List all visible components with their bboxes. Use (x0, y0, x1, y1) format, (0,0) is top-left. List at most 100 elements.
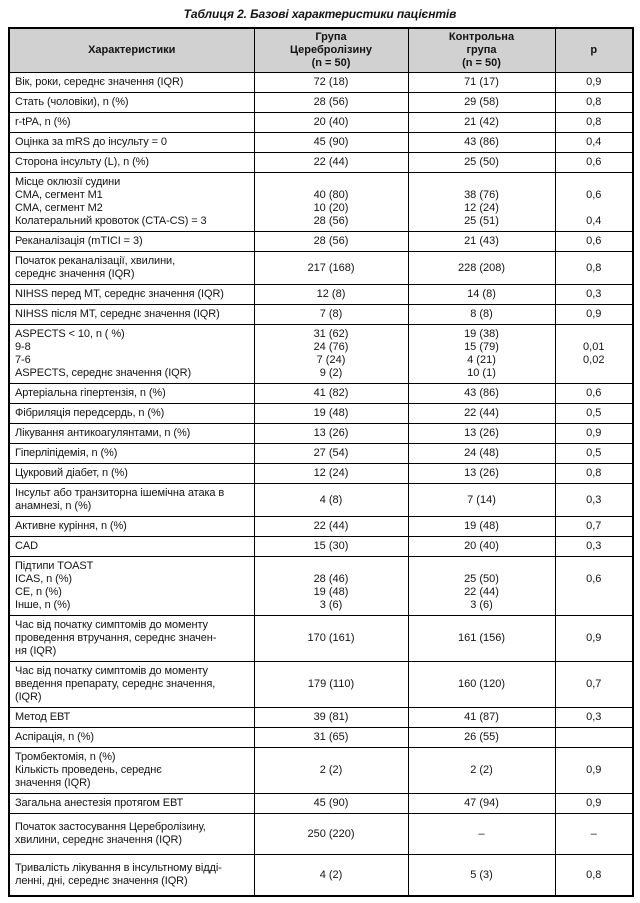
characteristic-cell-line: ленні, дні, середнє значення (IQR) (15, 875, 188, 887)
characteristic-cell: r-tPA, n (%) (8, 112, 255, 133)
cerebrolysin-value-cell: 170 (161) (253, 615, 409, 662)
p-value-cell: 0,8 (554, 463, 634, 484)
control-value-cell-line: 13 (26) (464, 427, 499, 439)
table-row: Аспірація, n (%) 31 (65) 26 (55) (8, 727, 634, 748)
p-value-cell-line (560, 731, 629, 744)
control-value-cell-line: 19 (48) (464, 520, 499, 532)
table-row: Початок реканалізації, хвилини, середнє з… (8, 251, 634, 285)
p-value-cell-line: 0,9 (586, 632, 602, 644)
cerebrolysin-value-cell: 40 (80) 10 (20) 28 (56) (253, 172, 409, 232)
characteristic-cell-line: Гіперліпідемія, n (%) (15, 447, 118, 459)
header-line: Контрольна (448, 31, 515, 43)
characteristic-cell: Час від початку симптомів до моменту пров… (8, 615, 255, 662)
control-value-cell: 22 (44) (407, 403, 556, 424)
table-row: r-tPA, n (%) 20 (40) 21 (42) 0,8 (8, 112, 634, 133)
control-value-cell: 25 (50) 22 (44) 3 (6) (407, 556, 556, 616)
control-value-cell-line: 8 (8) (470, 308, 493, 320)
cerebrolysin-value-cell-line: 41 (82) (313, 387, 349, 399)
characteristic-cell: Стать (чоловіки), n (%) (8, 92, 255, 113)
p-value-cell-line (560, 176, 629, 189)
table-row: Час від початку симптомів до моменту пров… (8, 615, 634, 662)
cerebrolysin-value-cell-line: 4 (8) (319, 493, 343, 506)
control-value-cell-line: 12 (24) (464, 202, 499, 214)
cerebrolysin-value-cell-line: 22 (44) (313, 520, 349, 532)
characteristic-cell-line: Сторона інсульту (L), n (%) (15, 156, 149, 168)
characteristic-cell-line: NIHSS перед МТ, середнє значення (IQR) (15, 288, 224, 300)
table-row: Реканалізація (mTICI = 3) 28 (56) 21 (43) 0… (8, 231, 634, 252)
control-value-cell-line (413, 560, 551, 573)
p-value-cell-line: 0,8 (586, 467, 602, 479)
cerebrolysin-value-cell-line: 45 (90) (313, 136, 349, 148)
p-value-cell: 0,6 (554, 556, 634, 616)
p-value-cell-line: 0,7 (586, 678, 602, 690)
control-value-cell-line: 25 (50) (464, 573, 499, 585)
table-row: NIHSS після МТ, середнє значення (IQR) 7 … (8, 304, 634, 325)
cerebrolysin-value-cell-line: 3 (6) (319, 599, 343, 611)
control-value-cell: 71 (17) (407, 72, 556, 93)
p-value-cell: 0,3 (554, 483, 634, 517)
control-value-cell: 160 (120) (407, 661, 556, 708)
header-row: Характеристики Група Церебролізину (n = 50… (8, 27, 634, 73)
table-row: Фібриляція передсердь, n (%) 19 (48) 22 (4… (8, 403, 634, 424)
characteristic-cell-line: Оцінка за mRS до інсульту = 0 (15, 136, 167, 148)
table-row: ASPECTS < 10, n ( %) 9-8 7-6 ASPECTS, серед… (8, 324, 634, 384)
characteristic-cell-line: ASPECTS, середнє значення (IQR) (15, 367, 192, 379)
cerebrolysin-value-cell-line: 27 (54) (313, 447, 349, 459)
cerebrolysin-value-cell-line: 19 (48) (313, 407, 349, 419)
cerebrolysin-value-cell: 250 (220) (253, 813, 409, 855)
cerebrolysin-value-cell: 2 (2) (253, 747, 409, 794)
control-value-cell-line: 7 (14) (467, 493, 496, 506)
characteristic-cell-line: анамнезі, n (%) (15, 500, 92, 512)
control-value-cell-line: 3 (6) (470, 599, 493, 611)
table-row: Інсульт або транзиторна ішемічна атака в… (8, 483, 634, 517)
p-value-cell-line: 0,5 (586, 407, 602, 419)
p-value-cell: 0,5 (554, 443, 634, 464)
cerebrolysin-value-cell: 4 (2) (253, 854, 409, 897)
control-value-cell-line: 22 (44) (464, 586, 499, 598)
characteristic-cell-line: Місце оклюзії судини (15, 176, 121, 188)
control-value-cell-line: – (478, 827, 485, 840)
characteristic-cell: Загальна анестезія протягом ЕВТ (8, 793, 255, 814)
p-value-cell: 0,9 (554, 793, 634, 814)
characteristic-cell-line: Початок застосування Церебролізину, (15, 821, 206, 833)
cerebrolysin-value-cell-line: 19 (48) (313, 586, 349, 598)
p-value-cell-line (560, 202, 629, 215)
p-value-cell-line (560, 586, 629, 599)
control-value-cell-line: 14 (8) (467, 288, 496, 300)
p-value-cell: 0,9 (554, 72, 634, 93)
control-value-cell-line: 24 (48) (464, 447, 499, 459)
cerebrolysin-value-cell-line: 31 (65) (313, 731, 349, 743)
header-line: група (466, 44, 497, 56)
cerebrolysin-value-cell-line: 250 (220) (307, 827, 355, 840)
characteristic-cell-line: Час від початку симптомів до моменту (15, 619, 208, 631)
cerebrolysin-value-cell: 41 (82) (253, 383, 409, 404)
control-value-cell-line: 13 (26) (464, 467, 499, 479)
p-value-cell-line: 0,9 (586, 308, 602, 320)
characteristic-cell-line: Інсульт або транзиторна ішемічна атака в (15, 487, 225, 499)
p-value-cell: 0,6 (554, 383, 634, 404)
cerebrolysin-value-cell: 22 (44) (253, 516, 409, 537)
control-value-cell-line: 22 (44) (464, 407, 499, 419)
characteristic-cell-line: Загальна анестезія протягом ЕВТ (15, 797, 184, 809)
cerebrolysin-value-cell: 28 (46) 19 (48) 3 (6) (253, 556, 409, 616)
cerebrolysin-value-cell-line: 2 (2) (319, 764, 343, 776)
baseline-characteristics-table: Характеристики Група Церебролізину (n = 50… (8, 27, 634, 897)
characteristic-cell: Активне куріння, n (%) (8, 516, 255, 537)
col-header-characteristics: Характеристики (8, 27, 255, 73)
characteristic-cell-line: Стать (чоловіки), n (%) (15, 96, 129, 108)
control-value-cell-line: 43 (86) (464, 387, 499, 399)
characteristic-cell: Час від початку симптомів до моменту введ… (8, 661, 255, 708)
cerebrolysin-value-cell: 13 (26) (253, 423, 409, 444)
p-value-cell: 0,01 0,02 (554, 324, 634, 384)
control-value-cell-line: 2 (2) (470, 764, 493, 776)
characteristic-cell-line: СМА, сегмент М1 (15, 189, 103, 201)
p-value-cell-line: 0,6 (586, 189, 602, 201)
cerebrolysin-value-cell: 7 (8) (253, 304, 409, 325)
control-value-cell-line: 43 (86) (464, 136, 499, 148)
header-line: р (590, 44, 598, 56)
p-value-cell: 0,3 (554, 536, 634, 557)
control-value-cell-line: 71 (17) (464, 76, 499, 88)
characteristic-cell-line: (IQR) (15, 691, 42, 703)
cerebrolysin-value-cell: 12 (8) (253, 284, 409, 305)
characteristic-cell-line: хвилини, середнє значення (IQR) (15, 834, 182, 846)
